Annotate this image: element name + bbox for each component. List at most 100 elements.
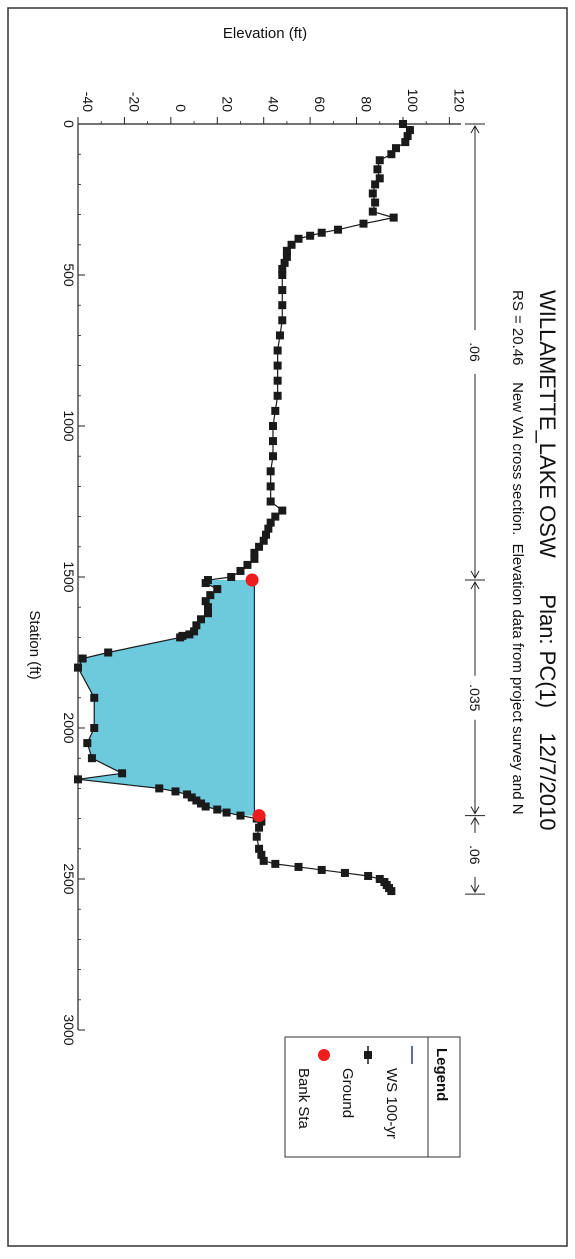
- ground-point: [190, 627, 199, 636]
- y-axis-title: Elevation (ft): [223, 25, 307, 42]
- ground-point: [392, 144, 401, 153]
- elevation-tick-label: 0: [173, 104, 189, 112]
- ground-point: [262, 530, 271, 539]
- ground-point: [266, 467, 275, 476]
- station-tick-label: 2500: [61, 863, 77, 894]
- station-axis: 0 500 1000 1500 2000 2500 3000: [61, 120, 85, 1046]
- ground-point: [255, 844, 264, 853]
- x-axis-title: Station (ft): [26, 610, 43, 679]
- ground-layer: [74, 120, 414, 896]
- manning-n-layer: .06 .035 .06: [465, 123, 485, 895]
- manning-n-label: .035: [467, 684, 483, 711]
- legend-ground-label: Ground: [339, 1068, 356, 1118]
- ground-point: [266, 518, 275, 527]
- ground-point: [185, 630, 194, 639]
- elevation-tick-label: 40: [266, 96, 282, 112]
- ground-point: [403, 132, 412, 141]
- ground-point: [192, 796, 201, 805]
- ground-point: [405, 126, 414, 135]
- ground-point: [359, 219, 368, 228]
- ground-point: [90, 724, 99, 732]
- elevation-tick-label: 20: [219, 96, 235, 112]
- ground-point: [278, 316, 287, 325]
- ground-point: [278, 301, 287, 310]
- ground-point: [252, 832, 261, 841]
- manning-n-label: .06: [467, 845, 483, 865]
- bank-station-layer: [245, 573, 266, 823]
- legend-box: [284, 1036, 461, 1158]
- ground-point: [201, 802, 210, 811]
- ground-point: [273, 346, 282, 355]
- ground-point: [268, 422, 277, 430]
- ground-point: [333, 225, 342, 234]
- manning-arrow: [470, 570, 480, 580]
- manning-arrow: [470, 816, 480, 825]
- chart-subtitle: RS = 20.46 New VAI cross section. Elevat…: [509, 290, 526, 815]
- water-surface-layer: [78, 580, 256, 816]
- ground-point: [375, 174, 384, 183]
- ground-point: [268, 452, 277, 461]
- chart-title: WILLAMETTE_LAKE OSW Plan: PC(1) 12/7/201…: [535, 290, 560, 830]
- ground-point: [294, 234, 303, 243]
- elevation-tick-label: 100: [405, 89, 421, 113]
- ground-point: [90, 693, 99, 702]
- ground-point: [213, 805, 222, 814]
- elevation-tick-label: -20: [126, 92, 142, 112]
- ground-point: [264, 524, 273, 533]
- legend-bank-label: Bank Sta: [295, 1068, 312, 1130]
- ground-point: [317, 228, 326, 237]
- legend-ws-label: WS 100-yr: [383, 1068, 400, 1139]
- legend-bank-marker: [318, 1049, 330, 1061]
- ground-point: [104, 648, 113, 657]
- ground-point: [155, 784, 164, 793]
- ground-point: [255, 823, 264, 832]
- ground-point: [294, 862, 303, 871]
- ground-point: [287, 240, 296, 249]
- ground-point: [273, 391, 282, 400]
- ground-point: [371, 198, 380, 207]
- ground-point: [317, 865, 326, 874]
- ground-point: [280, 258, 289, 267]
- station-tick-label: 1000: [61, 410, 77, 441]
- ground-point: [206, 591, 215, 600]
- ground-point: [257, 850, 266, 859]
- ground-point: [275, 331, 284, 340]
- ground-point: [222, 808, 231, 817]
- manning-arrow: [470, 884, 480, 894]
- ground-point: [227, 573, 236, 581]
- station-tick-label: 1500: [61, 561, 77, 592]
- ground-point: [271, 859, 280, 868]
- ground-point: [259, 536, 268, 545]
- elevation-tick-label: 80: [359, 96, 375, 112]
- ground-point: [266, 497, 275, 506]
- station-tick-label: 0: [61, 120, 77, 128]
- ground-point: [83, 739, 92, 748]
- ground-point: [271, 512, 280, 521]
- ground-point: [203, 603, 212, 612]
- legend: Legend WS 100-yr Ground Bank Sta: [284, 1036, 461, 1158]
- ground-point: [201, 597, 210, 606]
- bank-station-point: [245, 573, 259, 587]
- ground-point: [259, 856, 268, 865]
- ground-point: [368, 207, 377, 216]
- ground-point: [243, 560, 252, 569]
- ground-point: [176, 633, 185, 642]
- ground-point: [197, 615, 206, 624]
- ground-point: [87, 754, 96, 763]
- legend-title: Legend: [433, 1048, 450, 1101]
- ground-point: [268, 437, 277, 446]
- page-frame: [7, 7, 568, 1247]
- ground-point: [187, 793, 196, 802]
- ground-point: [340, 868, 349, 877]
- ground-point: [250, 548, 259, 557]
- bank-station-point: [252, 809, 266, 823]
- ground-point: [192, 621, 201, 630]
- ground-point: [78, 654, 87, 663]
- manning-arrow: [470, 581, 480, 590]
- ground-point: [278, 506, 287, 515]
- station-tick-label: 500: [61, 263, 77, 287]
- ground-point: [171, 787, 180, 796]
- ground-point: [278, 271, 287, 279]
- ground-point: [271, 406, 280, 415]
